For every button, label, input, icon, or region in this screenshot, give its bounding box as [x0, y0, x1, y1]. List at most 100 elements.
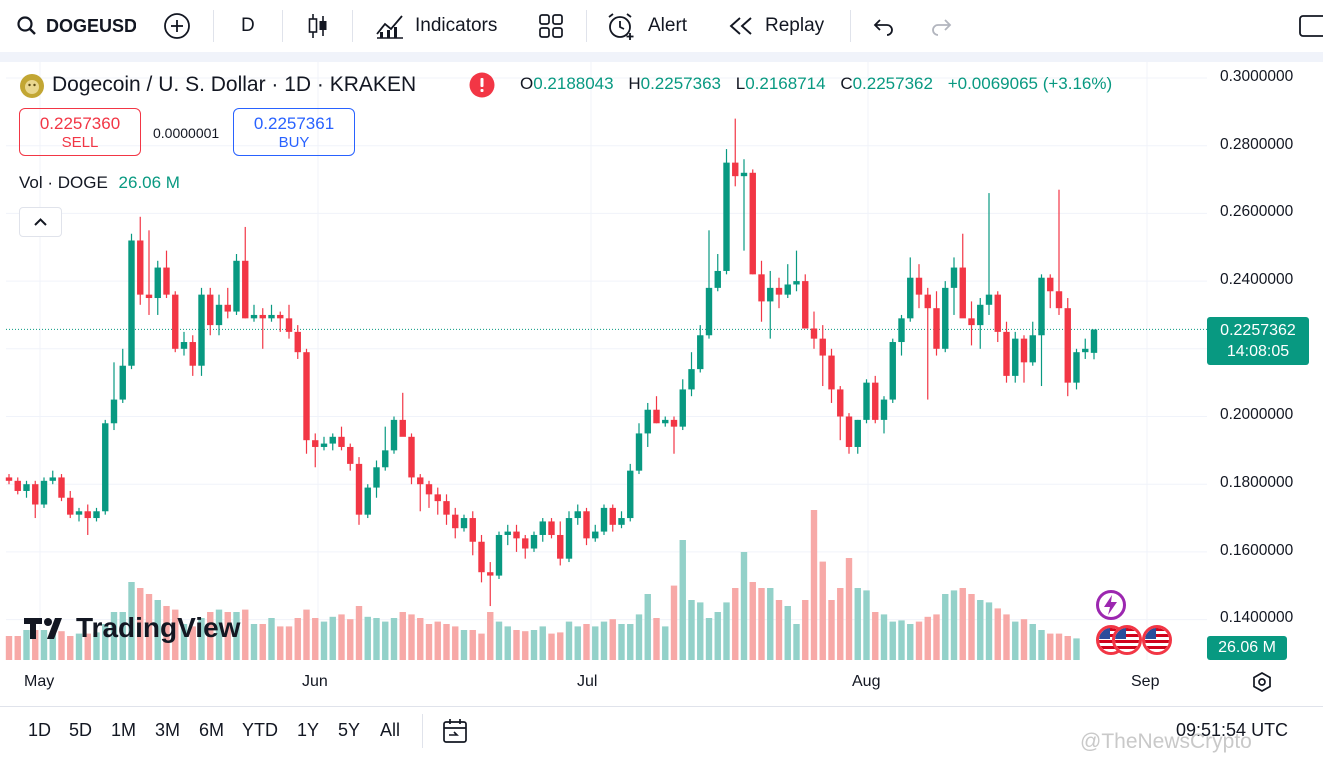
candle-body [802, 281, 809, 329]
price-tick-label: 0.1800000 [1220, 474, 1294, 491]
candle-body [767, 287, 774, 302]
event-marker-us-flag[interactable] [1142, 625, 1172, 655]
volume-legend[interactable]: Vol · DOGE 26.06 M [19, 173, 180, 193]
candle-body [609, 507, 616, 525]
range-button-1y[interactable]: 1Y [297, 720, 320, 740]
range-button-3m[interactable]: 3M [155, 720, 181, 740]
candle-body [758, 274, 765, 302]
indicators-button[interactable]: Indicators [375, 0, 497, 52]
candle-body [1047, 277, 1054, 292]
fullscreen-button[interactable] [1299, 0, 1323, 52]
volume-bar [548, 633, 555, 660]
range-button-all[interactable]: All [380, 720, 401, 740]
candle-body [1055, 291, 1063, 309]
volume-bar [749, 582, 756, 660]
volume-bar [880, 614, 888, 660]
candle-body [653, 409, 660, 424]
chart-pane[interactable] [6, 62, 1317, 700]
volume-bar [75, 633, 83, 660]
sell-button[interactable]: 0.2257360 SELL [19, 108, 141, 156]
interval-button[interactable]: D [241, 0, 255, 52]
high-key: H [628, 74, 641, 93]
volume-bar [732, 588, 739, 660]
range-button-5y[interactable]: 5Y [338, 720, 361, 740]
redo-button[interactable] [929, 0, 953, 52]
chart-type-button[interactable] [306, 0, 330, 52]
range-button-ytd[interactable]: YTD [242, 720, 278, 740]
volume-bar [609, 619, 616, 660]
volume-bar [898, 620, 905, 660]
volume-bar [1012, 621, 1019, 660]
candle-body [1003, 331, 1010, 376]
time-tick-label: Jun [302, 673, 328, 690]
clock[interactable]: 09:51:54 UTC [1176, 720, 1289, 740]
volume-bar [670, 585, 678, 660]
symbol-search[interactable]: DOGEUSD [16, 0, 136, 52]
volume-bar [1047, 633, 1054, 660]
volume-bar [600, 621, 608, 660]
volume-bar [837, 588, 844, 660]
volume-bar [355, 606, 363, 660]
buy-button[interactable]: 0.2257361 BUY [233, 108, 355, 156]
candle-body [23, 484, 30, 491]
symbol-name: DOGEUSD [46, 15, 136, 36]
volume-bar [942, 594, 949, 660]
candle-body [329, 436, 336, 444]
candle-body [863, 382, 870, 420]
volume-bar [338, 614, 345, 660]
candle-body [154, 267, 161, 299]
volume-bar [767, 588, 774, 660]
candle-body [662, 419, 669, 424]
volume-bar [452, 626, 459, 660]
bottom-divider [422, 714, 423, 748]
candle-body [408, 436, 415, 478]
tradingview-logo[interactable]: TradingView [24, 612, 240, 644]
compare-button[interactable] [163, 0, 191, 52]
volume-bar [1055, 633, 1063, 660]
undo-icon [873, 19, 893, 36]
candle-body [924, 294, 931, 309]
candle-body [635, 433, 643, 471]
candle-body [837, 389, 844, 417]
volume-bar [154, 600, 161, 660]
volume-legend-label: Vol · DOGE [19, 173, 108, 192]
undo-button[interactable] [872, 0, 896, 52]
candle-body [14, 480, 21, 491]
alert-button[interactable]: Alert [606, 0, 687, 52]
volume-bar [163, 606, 170, 660]
candle-body [145, 294, 153, 299]
range-button-5d[interactable]: 5D [69, 720, 93, 740]
range-button-1d[interactable]: 1D [28, 720, 52, 740]
volume-bar [180, 624, 188, 660]
candle-body [102, 423, 109, 512]
event-marker-us-flag[interactable] [1112, 625, 1142, 655]
candle-body [539, 521, 546, 535]
countdown-value: 14:08:05 [1226, 343, 1290, 360]
candle-body [592, 531, 599, 539]
volume-bar [994, 608, 1001, 660]
toolbar-divider [213, 10, 214, 42]
volume-bar [513, 630, 520, 660]
candle-body [425, 484, 433, 495]
rewind-icon [729, 17, 752, 35]
chart-title[interactable]: Dogecoin / U. S. Dollar · 1D · KRAKEN [52, 73, 417, 96]
range-button-1m[interactable]: 1M [111, 720, 137, 740]
candle-body [207, 294, 214, 326]
layouts-button[interactable] [538, 0, 564, 52]
candle-body [285, 318, 293, 332]
candle-body [530, 534, 538, 549]
event-marker-lightning[interactable] [1096, 590, 1126, 620]
candle-body [845, 416, 853, 447]
collapse-legend-button[interactable] [19, 207, 62, 237]
candle-body [819, 338, 826, 356]
range-button-6m[interactable]: 6M [199, 720, 225, 740]
replay-button[interactable]: Replay [727, 0, 824, 52]
settings-icon[interactable] [1251, 671, 1273, 693]
candle-body [390, 419, 398, 451]
calendar-goto-icon[interactable] [441, 717, 469, 745]
candle-body [399, 419, 406, 437]
candle-body [277, 314, 284, 319]
warning-icon[interactable] [469, 72, 495, 98]
volume-bar [347, 619, 354, 660]
